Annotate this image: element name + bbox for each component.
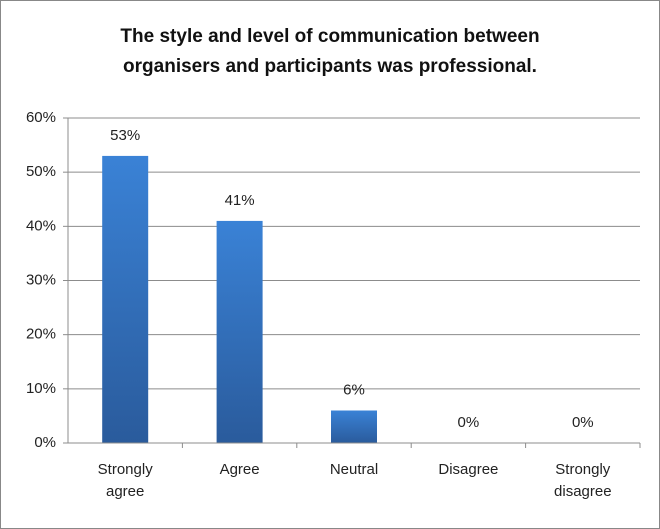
x-tick-label: Strongly disagree bbox=[554, 461, 612, 500]
y-tick-label: 30% bbox=[26, 271, 56, 288]
data-label: 0% bbox=[458, 414, 480, 431]
x-tick-label: Agree bbox=[219, 461, 260, 478]
x-tick-label: Neutral bbox=[329, 461, 379, 478]
y-tick-label: 20% bbox=[26, 326, 56, 343]
y-tick-label: 60% bbox=[26, 109, 56, 126]
y-tick-label: 50% bbox=[26, 163, 56, 180]
x-tick-label: Disagree bbox=[438, 461, 499, 478]
bar bbox=[216, 220, 263, 443]
data-label: 41% bbox=[225, 192, 255, 209]
data-label: 6% bbox=[343, 381, 365, 398]
data-label: 53% bbox=[110, 127, 140, 144]
y-tick-label: 10% bbox=[26, 380, 56, 397]
data-label: 0% bbox=[572, 414, 594, 431]
bar bbox=[102, 155, 149, 443]
bar bbox=[331, 410, 377, 443]
y-tick-label: 40% bbox=[26, 217, 56, 234]
chart-title: The style and level of communication bet… bbox=[120, 26, 540, 77]
x-tick-label: Strongly agree bbox=[97, 461, 153, 500]
y-tick-label: 0% bbox=[34, 434, 56, 451]
